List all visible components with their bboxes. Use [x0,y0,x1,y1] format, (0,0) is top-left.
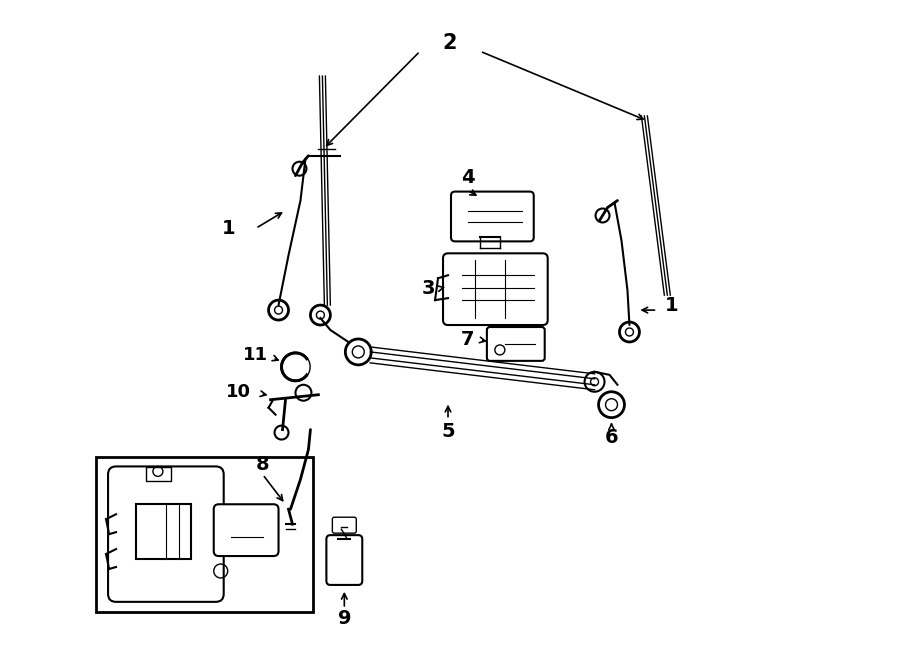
Wedge shape [295,360,310,374]
FancyBboxPatch shape [443,253,548,325]
FancyBboxPatch shape [327,535,363,585]
Text: 8: 8 [256,455,269,474]
FancyBboxPatch shape [213,504,278,556]
Text: 9: 9 [338,609,351,629]
FancyBboxPatch shape [332,517,356,533]
Text: 6: 6 [605,428,618,447]
Text: 4: 4 [461,168,475,187]
Text: 11: 11 [243,346,268,364]
Text: 10: 10 [226,383,251,401]
Text: 3: 3 [421,279,435,297]
Text: 1: 1 [664,295,678,315]
Bar [96,457,313,612]
Text: 5: 5 [441,422,454,441]
Text: 1: 1 [222,219,236,238]
Bar [146,467,171,481]
Text: 2: 2 [443,33,457,54]
FancyBboxPatch shape [108,467,224,602]
Text: 7: 7 [461,330,474,350]
Bar [136,504,191,559]
FancyBboxPatch shape [487,327,544,361]
FancyBboxPatch shape [451,192,534,241]
